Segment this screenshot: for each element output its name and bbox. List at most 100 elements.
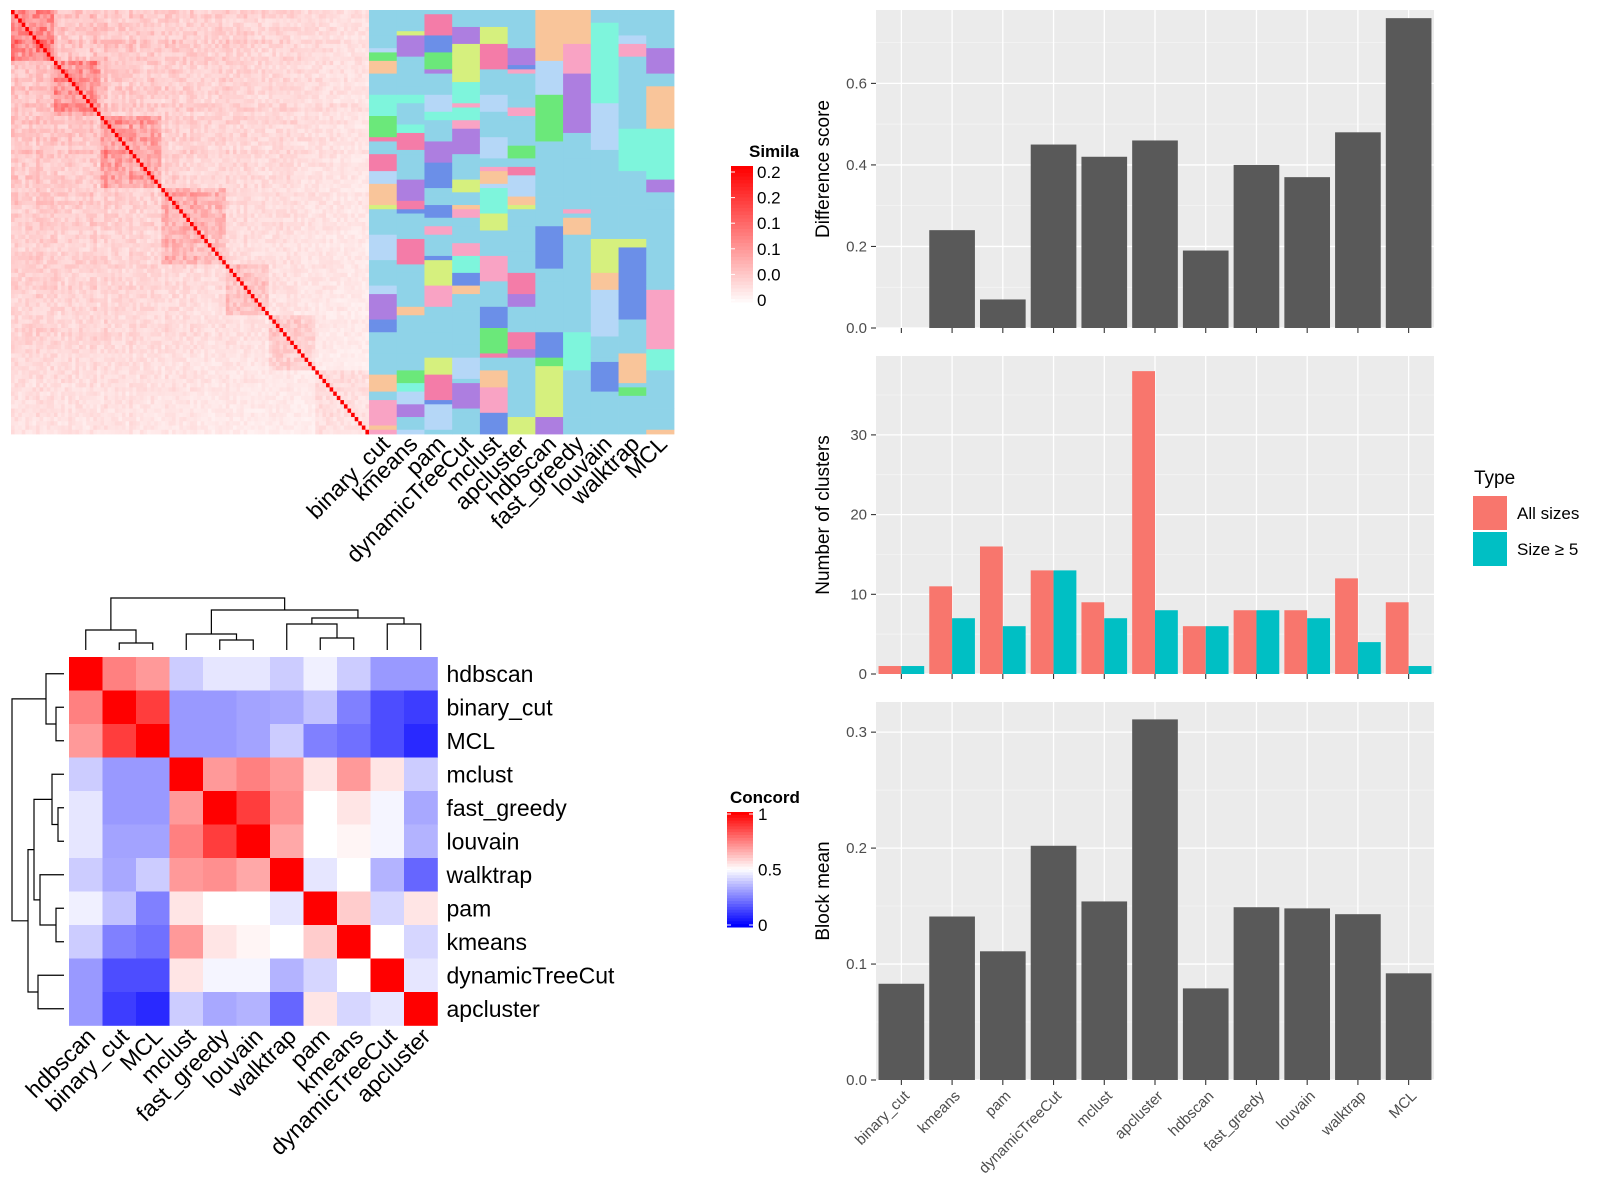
similarity-cell: [297, 43, 302, 49]
similarity-cell: [218, 166, 223, 172]
similarity-cell: [179, 94, 184, 100]
similarity-cell: [308, 128, 313, 134]
similarity-cell: [186, 10, 191, 15]
similarity-cell: [283, 31, 288, 36]
similarity-cell: [343, 192, 348, 197]
similarity-cell: [32, 107, 37, 113]
similarity-cell: [218, 35, 223, 41]
similarity-cell: [61, 22, 66, 28]
similarity-cell: [75, 103, 80, 108]
similarity-cell: [100, 192, 105, 197]
similarity-cell: [236, 31, 241, 36]
similarity-cell: [229, 209, 234, 214]
similarity-cell: [333, 217, 338, 223]
similarity-cell: [21, 192, 26, 197]
similarity-cell: [182, 166, 187, 172]
similarity-cell: [89, 179, 94, 185]
similarity-cell: [265, 171, 270, 176]
similarity-cell: [68, 192, 73, 197]
similarity-cell: [290, 65, 295, 70]
similarity-cell: [111, 188, 116, 193]
similarity-cell: [161, 175, 166, 180]
similarity-cell: [311, 69, 316, 74]
similarity-cell: [261, 90, 266, 96]
similarity-cell: [64, 107, 69, 113]
similarity-cell: [100, 128, 105, 134]
similarity-cell: [272, 116, 277, 121]
similarity-cell: [258, 192, 262, 197]
similarity-cell: [258, 103, 262, 108]
similarity-cell: [240, 196, 245, 202]
similarity-cell: [333, 205, 338, 210]
similarity-cell: [304, 132, 309, 138]
similarity-cell: [283, 183, 288, 189]
similarity-cell: [200, 175, 205, 180]
similarity-cell: [204, 14, 209, 19]
similarity-cell: [365, 205, 370, 210]
similarity-cell: [243, 124, 248, 130]
similarity-cell: [186, 132, 191, 138]
similarity-cell: [50, 73, 55, 79]
similarity-cell: [343, 116, 348, 121]
similarity-cell: [283, 162, 288, 168]
similarity-cell: [211, 175, 216, 180]
similarity-cell: [300, 128, 305, 134]
similarity-cell: [204, 200, 209, 206]
similarity-cell: [28, 205, 33, 210]
similarity-cell: [25, 14, 30, 19]
similarity-cell: [354, 26, 359, 32]
similarity-cell: [118, 60, 123, 66]
similarity-cell: [75, 14, 80, 19]
similarity-cell: [107, 196, 112, 202]
similarity-cell: [290, 52, 295, 58]
similarity-cell: [304, 128, 309, 134]
similarity-cell: [25, 39, 30, 45]
similarity-cell: [172, 124, 177, 130]
similarity-cell: [164, 18, 169, 24]
similarity-cell: [136, 60, 141, 66]
similarity-cell: [240, 31, 245, 36]
similarity-cell: [204, 145, 209, 151]
similarity-cell: [361, 171, 366, 176]
similarity-cell: [186, 26, 191, 32]
similarity-cell: [79, 90, 83, 96]
similarity-cell: [32, 86, 37, 91]
similarity-cell: [57, 217, 62, 223]
similarity-cell: [82, 60, 87, 66]
similarity-cell: [79, 103, 83, 108]
similarity-cell: [147, 111, 152, 117]
similarity-cell: [143, 209, 148, 214]
similarity-cell: [71, 77, 76, 83]
similarity-cell: [57, 86, 62, 91]
similarity-cell: [240, 132, 245, 138]
similarity-cell: [311, 166, 316, 172]
similarity-cell: [258, 217, 262, 223]
similarity-cell: [340, 99, 345, 104]
similarity-cell: [147, 132, 152, 138]
similarity-cell: [68, 137, 73, 142]
similarity-cell: [361, 145, 366, 151]
similarity-cell: [358, 171, 363, 176]
similarity-cell: [258, 179, 262, 185]
similarity-cell: [57, 107, 62, 113]
similarity-cell: [71, 26, 76, 32]
similarity-cell: [28, 166, 33, 172]
similarity-cell: [96, 26, 101, 32]
similarity-cell: [143, 162, 148, 168]
similarity-cell: [258, 107, 262, 113]
similarity-cell: [96, 43, 101, 49]
similarity-cell: [61, 18, 66, 24]
similarity-cell: [354, 107, 359, 113]
similarity-cell: [218, 48, 223, 53]
similarity-cell: [326, 14, 331, 19]
similarity-cell: [21, 128, 26, 134]
similarity-cell: [300, 209, 305, 214]
similarity-cell: [290, 120, 295, 125]
similarity-cell: [164, 217, 169, 223]
similarity-cell: [351, 86, 356, 91]
similarity-cell: [290, 154, 295, 159]
similarity-cell: [147, 154, 152, 159]
similarity-cell: [190, 73, 194, 79]
similarity-cell: [11, 154, 15, 159]
similarity-cell: [190, 217, 194, 223]
